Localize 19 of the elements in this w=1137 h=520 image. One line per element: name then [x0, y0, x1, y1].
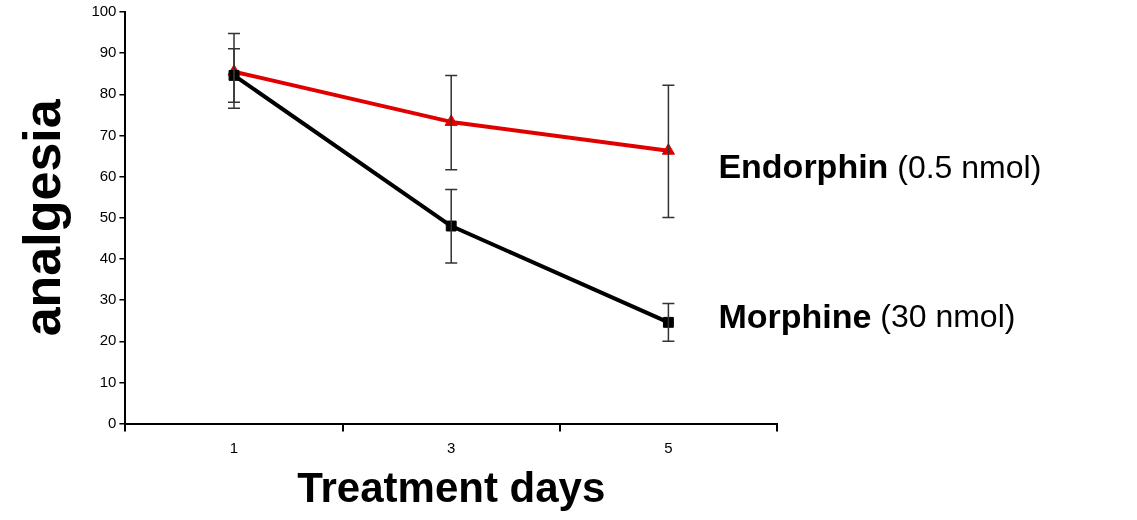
y-tick-label: 60	[99, 166, 117, 184]
x-tick-label: 3	[447, 438, 456, 456]
y-tick-label: 30	[99, 290, 117, 308]
y-tick-label: 20	[99, 331, 117, 349]
series-label: Endorphin (0.5 nmol)	[718, 147, 1042, 186]
y-tick-label: 10	[99, 372, 117, 390]
x-tick-label: 5	[664, 438, 673, 456]
x-axis-title: Treatment days	[297, 464, 606, 512]
y-tick-label: 50	[99, 207, 117, 225]
point	[662, 316, 674, 328]
y-axis-title: analgesia	[12, 98, 71, 337]
series-label: Morphine (30 nmol)	[718, 296, 1016, 335]
x-tick-label: 1	[229, 438, 239, 456]
y-tick-label: 0	[108, 413, 117, 431]
y-tick-label: 90	[99, 43, 117, 61]
y-tick-label: 100	[91, 2, 117, 20]
y-tick-label: 40	[99, 249, 117, 267]
y-tick-label: 70	[99, 125, 117, 143]
y-tick-label: 80	[99, 84, 117, 102]
